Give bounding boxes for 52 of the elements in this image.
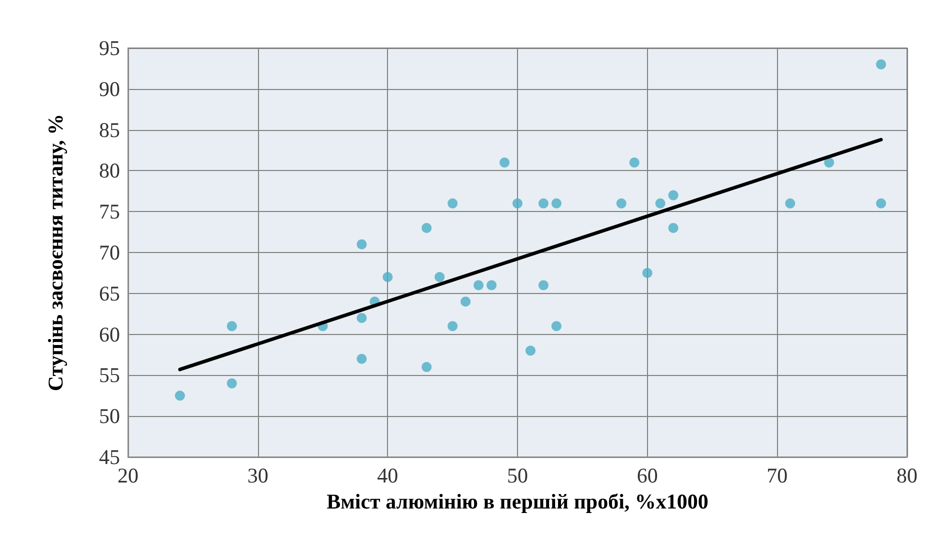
point — [382, 272, 393, 282]
y-tick-label: 50 — [99, 404, 120, 428]
point — [824, 158, 834, 168]
point — [174, 390, 185, 401]
point — [474, 280, 484, 290]
y-tick-label: 60 — [99, 322, 120, 346]
y-axis-title: Ступінь засвоєння титану, % — [44, 114, 68, 392]
point — [226, 378, 237, 388]
y-tick-label: 85 — [99, 118, 120, 142]
point — [785, 198, 796, 208]
y-tick-label: 80 — [99, 158, 120, 183]
point — [356, 312, 367, 323]
point — [551, 321, 562, 332]
point — [642, 268, 652, 278]
y-tick-label: 55 — [99, 363, 120, 388]
y-tick-label: 90 — [99, 76, 120, 101]
point — [538, 280, 548, 290]
x-tick-label: 30 — [247, 464, 268, 488]
x-tick-label: 60 — [636, 464, 658, 488]
y-tick-label: 95 — [99, 36, 120, 60]
point — [486, 280, 497, 290]
y-tick-label: 65 — [99, 281, 120, 306]
point — [448, 198, 458, 208]
point — [551, 198, 562, 208]
point — [356, 354, 367, 364]
point — [460, 296, 471, 307]
point — [616, 198, 626, 208]
point — [538, 198, 548, 208]
point — [876, 198, 886, 208]
x-tick-label: 50 — [507, 464, 528, 488]
x-tick-label: 70 — [766, 464, 788, 488]
x-tick-label: 40 — [377, 464, 398, 488]
point — [356, 239, 367, 250]
point — [422, 362, 432, 372]
y-tick-label: 75 — [99, 200, 120, 224]
point — [668, 222, 678, 233]
x-tick-label: 80 — [896, 464, 918, 488]
x-tick-label: 20 — [118, 464, 138, 488]
point — [500, 158, 510, 168]
point — [525, 346, 536, 356]
y-tick-label: 70 — [99, 240, 120, 264]
point — [434, 272, 445, 282]
point — [226, 321, 237, 332]
point — [629, 158, 640, 168]
x-axis-title: Вміст алюмінію в першій пробі, %х1000 — [326, 489, 708, 514]
point — [422, 222, 432, 233]
point — [668, 190, 678, 200]
y-tick-label: 45 — [99, 445, 120, 469]
point — [655, 198, 666, 208]
point — [512, 198, 522, 208]
point — [876, 59, 886, 70]
point — [448, 321, 458, 332]
